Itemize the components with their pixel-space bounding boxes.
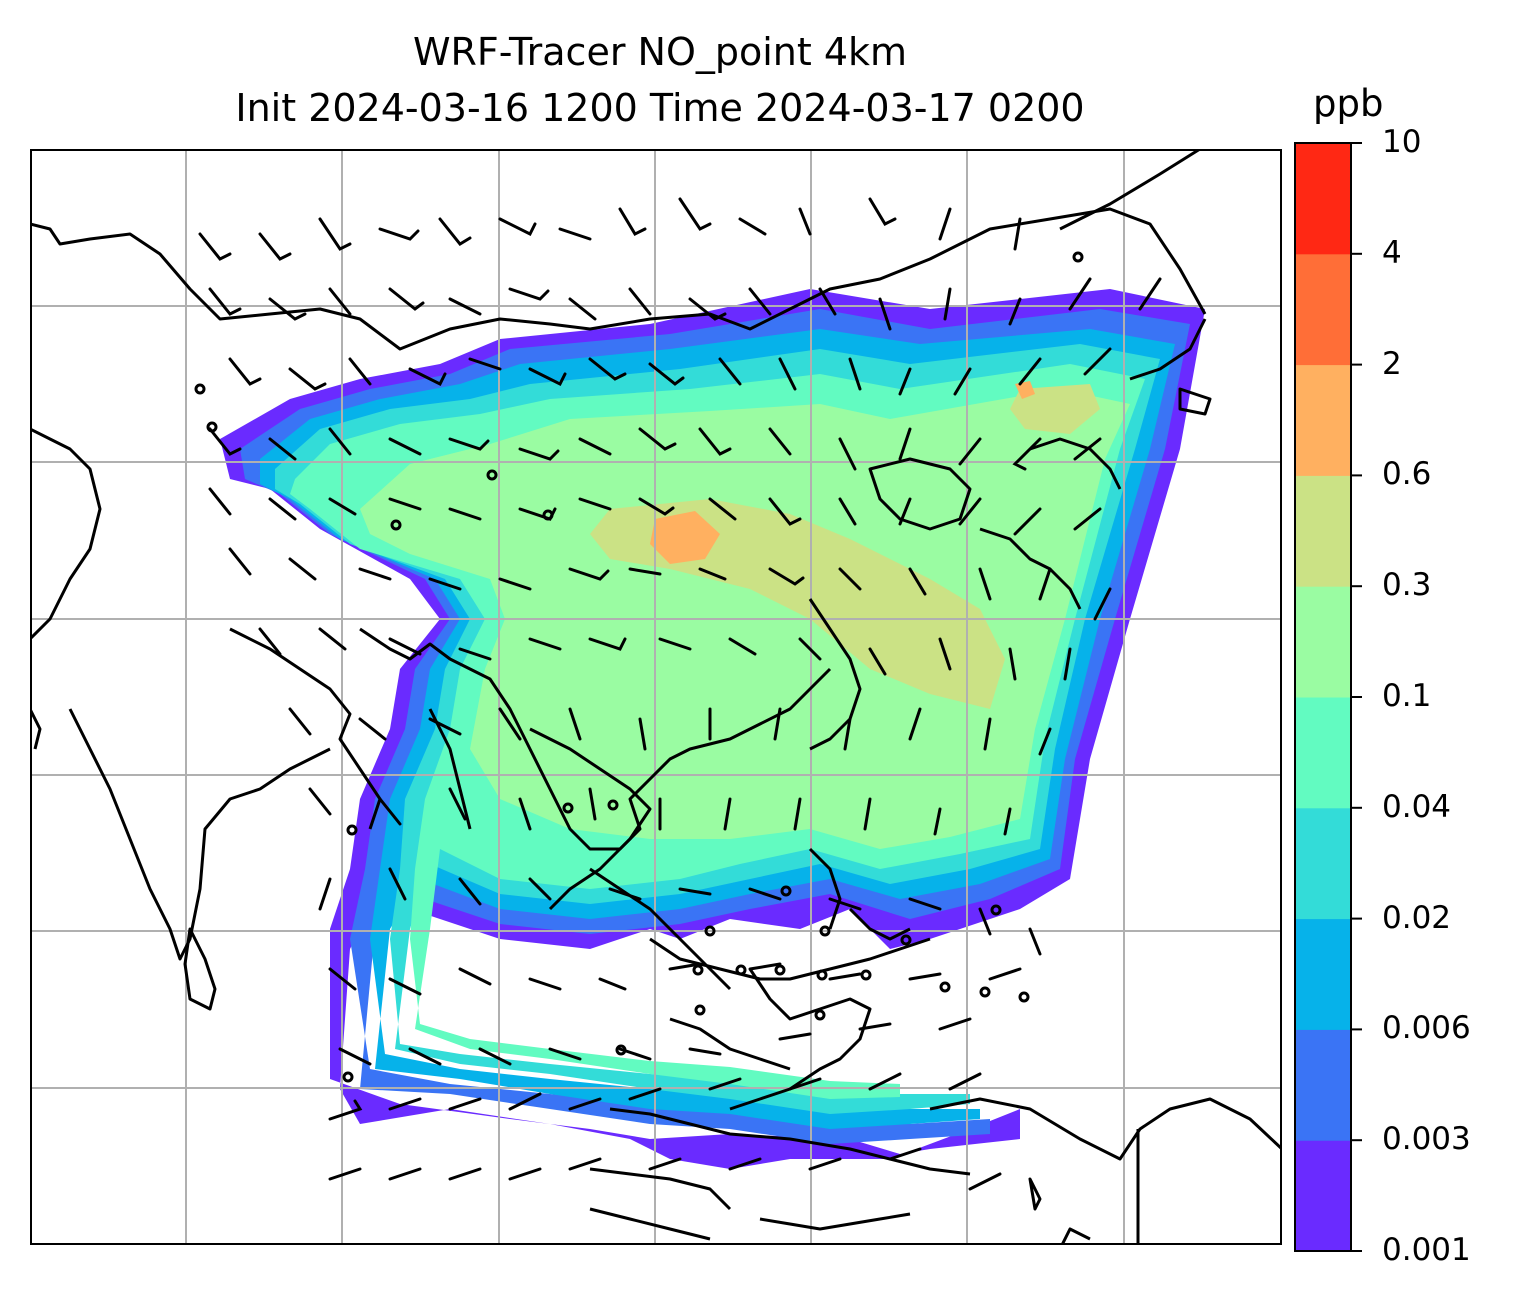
plume-level-8 xyxy=(650,511,720,564)
colorbar-band xyxy=(1295,807,1351,920)
colorbar-band xyxy=(1295,1029,1351,1141)
colorbar-tick-label: 2 xyxy=(1382,345,1402,382)
colorbar-band xyxy=(1295,586,1351,698)
wind-barbs xyxy=(198,197,1162,1191)
colorbar-tick-label: 4 xyxy=(1382,234,1402,271)
colorbar-tick-label: 0.003 xyxy=(1382,1121,1471,1158)
colorbar-band xyxy=(1295,697,1351,809)
colorbar-band xyxy=(1295,1140,1351,1252)
chart-title-line2: Init 2024-03-16 1200 Time 2024-03-17 020… xyxy=(235,86,1085,130)
colorbar-tick-label: 0.006 xyxy=(1382,1010,1471,1047)
colorbar-band xyxy=(1295,364,1351,476)
colorbar-tick-label: 0.6 xyxy=(1382,456,1432,493)
colorbar-tick-label: 0.3 xyxy=(1382,567,1432,604)
colorbar-tick-label: 0.001 xyxy=(1382,1232,1471,1268)
chart-title-line1: WRF-Tracer NO_point 4km xyxy=(412,30,908,74)
colorbar-tick-label: 0.02 xyxy=(1382,899,1452,936)
coastlines xyxy=(30,149,1282,1245)
colorbar-band xyxy=(1295,143,1351,255)
map-frame xyxy=(30,149,1282,1245)
plume-level-7b xyxy=(1010,384,1100,434)
colorbar-tick-label: 10 xyxy=(1382,124,1422,160)
colorbar-band xyxy=(1295,475,1351,587)
colorbar-tick-label: 0.04 xyxy=(1382,788,1452,825)
colorbar-band xyxy=(1295,918,1351,1030)
colorbar-tick-label: 0.1 xyxy=(1382,678,1432,714)
tracer-map xyxy=(30,149,1282,1245)
colorbar-band xyxy=(1295,253,1351,366)
colorbar xyxy=(1294,142,1362,1252)
calm-wind-markers xyxy=(194,251,1084,1083)
colorbar-unit-label: ppb xyxy=(1313,82,1384,125)
plume-level-8b xyxy=(1015,381,1035,399)
